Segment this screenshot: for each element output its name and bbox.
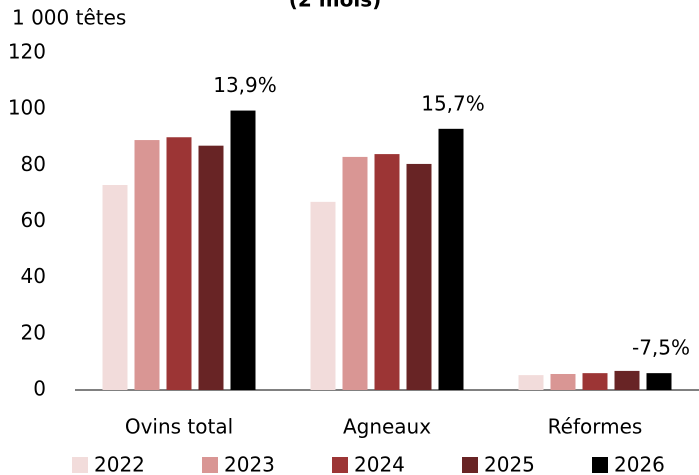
legend-swatch [462, 457, 478, 473]
y-tick-label: 80 [21, 152, 46, 176]
chart-title: (2 mois) [289, 0, 382, 12]
bar [582, 373, 608, 390]
bar [646, 373, 672, 390]
x-tick-label: Ovins total [125, 415, 233, 439]
y-tick-label: 120 [8, 40, 46, 64]
bar [518, 375, 544, 390]
annotation: 13,9% [213, 73, 277, 97]
bar [406, 163, 432, 390]
legend-swatch [592, 457, 608, 473]
bar [374, 154, 400, 390]
x-tick-label: Réformes [548, 415, 643, 439]
bar [614, 370, 640, 390]
annotation: 15,7% [421, 91, 485, 115]
annotation: -7,5% [632, 336, 690, 360]
legend-swatch [332, 457, 348, 473]
bar [550, 373, 576, 390]
y-tick-label: 100 [8, 96, 46, 120]
legend-label: 2023 [224, 453, 275, 475]
legend-label: 2025 [484, 453, 535, 475]
bar [198, 145, 224, 390]
bar [134, 140, 160, 390]
legend-swatch [202, 457, 218, 473]
legend-swatch [72, 457, 88, 473]
y-tick-label: 20 [21, 320, 46, 344]
bar [166, 137, 192, 390]
bar [310, 201, 336, 390]
x-tick-label: Agneaux [343, 415, 431, 439]
y-tick-label: 40 [21, 264, 46, 288]
y-tick-label: 0 [33, 377, 46, 401]
bar [438, 128, 464, 390]
legend-label: 2022 [94, 453, 145, 475]
bar [230, 110, 256, 390]
bar [102, 184, 128, 390]
legend-label: 2024 [354, 453, 405, 475]
legend-label: 2026 [614, 453, 665, 475]
y-tick-label: 60 [21, 208, 46, 232]
y-axis-label: 1 000 têtes [12, 6, 126, 30]
bar [342, 156, 368, 390]
